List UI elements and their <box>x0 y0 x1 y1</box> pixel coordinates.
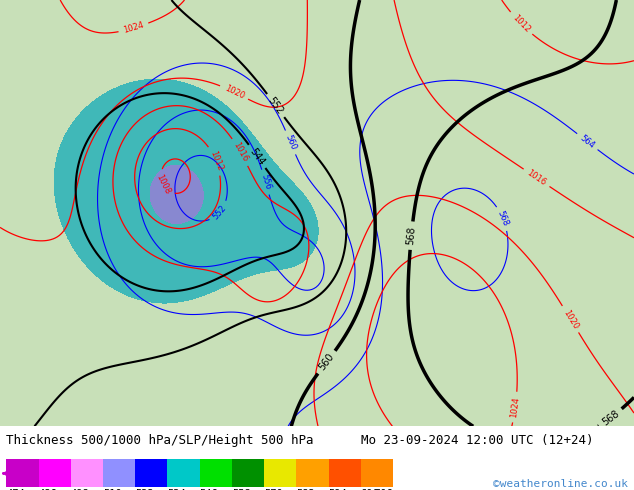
Text: ©weatheronline.co.uk: ©weatheronline.co.uk <box>493 479 628 489</box>
Text: 564: 564 <box>578 133 597 150</box>
Text: 558: 558 <box>232 489 250 490</box>
Bar <box>39 460 71 488</box>
Text: 552: 552 <box>211 203 228 221</box>
Text: 474: 474 <box>6 489 25 490</box>
Bar <box>103 460 135 488</box>
Text: 1024: 1024 <box>509 396 521 418</box>
Text: 582: 582 <box>297 489 315 490</box>
Text: 606: 606 <box>374 489 393 490</box>
Text: 606: 606 <box>361 489 380 490</box>
Text: 546: 546 <box>200 489 219 490</box>
Text: 522: 522 <box>135 489 154 490</box>
Bar <box>167 460 200 488</box>
Text: 510: 510 <box>103 489 122 490</box>
Bar <box>232 460 264 488</box>
Bar <box>264 460 297 488</box>
Bar <box>6 460 39 488</box>
Text: 1016: 1016 <box>231 141 250 164</box>
Bar <box>135 460 167 488</box>
Text: 1008: 1008 <box>154 173 172 196</box>
Bar <box>297 460 328 488</box>
Text: 560: 560 <box>283 133 298 151</box>
Text: 594: 594 <box>328 489 347 490</box>
Text: 556: 556 <box>259 173 272 191</box>
Text: 1016: 1016 <box>526 168 548 188</box>
Text: 1012: 1012 <box>208 149 224 172</box>
Text: Thickness 500/1000 hPa/SLP/Height 500 hPa: Thickness 500/1000 hPa/SLP/Height 500 hP… <box>6 434 314 447</box>
Bar <box>200 460 232 488</box>
Text: 534: 534 <box>167 489 186 490</box>
Text: 568: 568 <box>600 408 621 427</box>
Text: 498: 498 <box>71 489 89 490</box>
Text: Mo 23-09-2024 12:00 UTC (12+24): Mo 23-09-2024 12:00 UTC (12+24) <box>361 434 594 447</box>
Text: 552: 552 <box>266 95 285 116</box>
Text: 560: 560 <box>317 352 336 372</box>
Text: 568: 568 <box>496 209 510 228</box>
Text: 544: 544 <box>248 146 266 167</box>
Text: 1024: 1024 <box>122 21 145 35</box>
Bar <box>328 460 361 488</box>
Bar <box>71 460 103 488</box>
Text: 568: 568 <box>406 226 417 245</box>
Bar <box>361 460 393 488</box>
Text: 486: 486 <box>39 489 57 490</box>
Text: 570: 570 <box>264 489 283 490</box>
Text: 1020: 1020 <box>223 83 245 101</box>
Text: 1020: 1020 <box>561 308 580 330</box>
Text: 1012: 1012 <box>510 13 531 34</box>
